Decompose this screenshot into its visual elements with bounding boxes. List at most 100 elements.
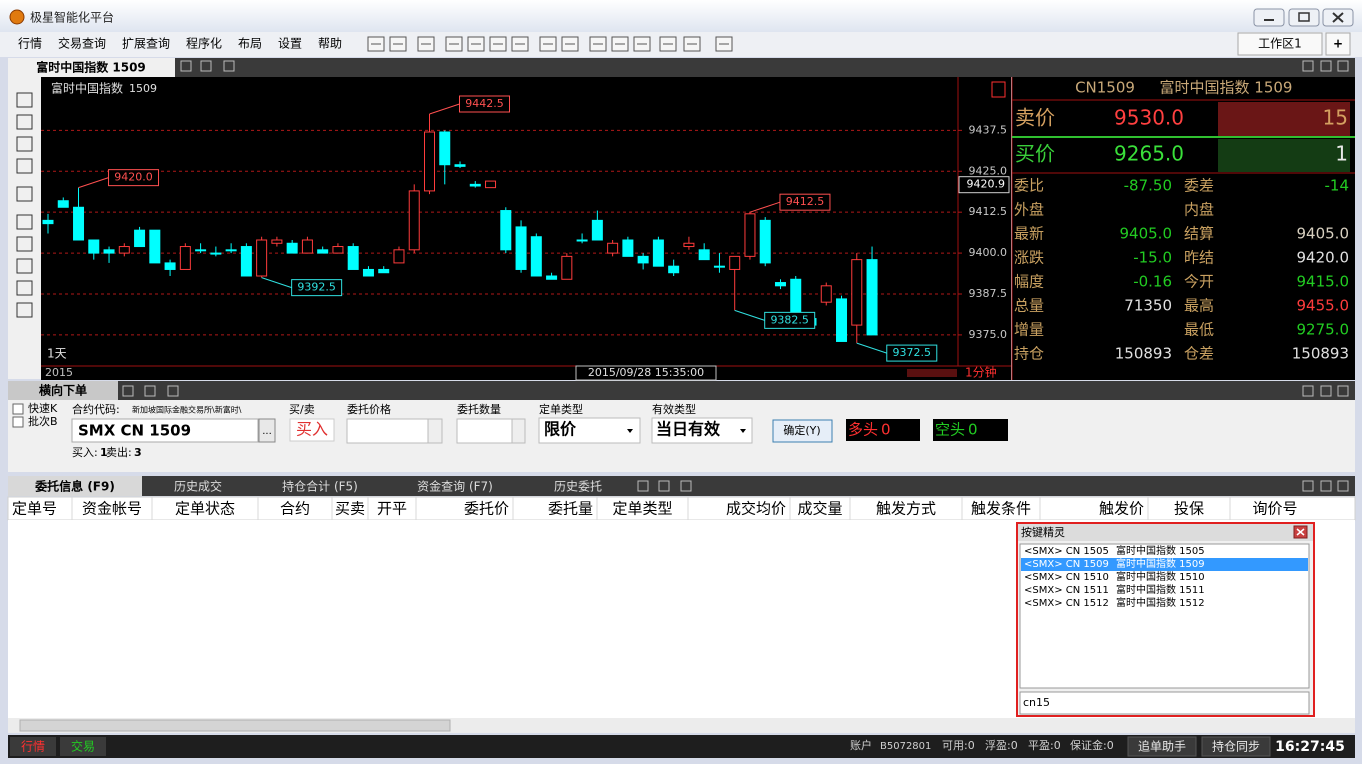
chart-tool[interactable] <box>16 92 33 108</box>
column-header[interactable]: 资金帐号 <box>82 500 142 518</box>
tab-icon[interactable] <box>167 385 179 397</box>
maximize-button[interactable] <box>1288 8 1320 27</box>
column-header[interactable]: 定单号 <box>12 500 57 518</box>
popup-item-code[interactable]: <SMX> CN 1511 <box>1024 585 1109 596</box>
menu-item[interactable]: 程序化 <box>186 36 222 51</box>
contract-input[interactable] <box>71 418 259 443</box>
info-tab[interactable]: 历史委托 <box>554 480 602 494</box>
chart-tool[interactable] <box>16 302 33 318</box>
popup-item-name[interactable]: 富时中国指数 1505 <box>1116 544 1205 557</box>
popup-item-code[interactable]: <SMX> CN 1509 <box>1024 559 1109 570</box>
status-tab-label[interactable]: 行情 <box>21 740 45 754</box>
popup-item-name[interactable]: 富时中国指数 1509 <box>1116 557 1205 570</box>
tab-icon[interactable] <box>180 60 192 72</box>
popup-item-code[interactable]: <SMX> CN 1512 <box>1024 598 1109 609</box>
column-header[interactable]: 委托量 <box>548 500 593 518</box>
chart-tab[interactable] <box>8 58 175 77</box>
status-button-label[interactable]: 追单助手 <box>1138 739 1186 754</box>
column-header[interactable]: 询价号 <box>1252 500 1297 518</box>
column-header[interactable]: 定单状态 <box>175 500 235 518</box>
checkbox[interactable] <box>12 403 24 415</box>
chart-tool[interactable] <box>16 114 33 130</box>
tab-icon[interactable] <box>1337 60 1349 72</box>
tab-icon[interactable] <box>637 480 649 492</box>
info-tab[interactable]: 资金查询 (F7) <box>417 479 493 494</box>
tab-icon[interactable] <box>1320 60 1332 72</box>
menu-item[interactable]: 交易查询 <box>58 36 106 51</box>
info-tab[interactable]: 历史成交 <box>174 479 222 494</box>
confirm-label[interactable]: 确定(Y) <box>783 423 820 437</box>
order-type-select[interactable] <box>538 417 641 444</box>
chart-tool[interactable] <box>16 214 33 230</box>
tab-icon[interactable] <box>1320 385 1332 397</box>
status-button-label[interactable]: 持仓同步 <box>1212 739 1260 754</box>
column-header[interactable]: 成交均价 <box>726 500 786 518</box>
popup-item-name[interactable]: 富时中国指数 1510 <box>1116 570 1205 583</box>
status-tab[interactable] <box>60 737 106 756</box>
browse-button[interactable] <box>258 418 276 443</box>
quote-name: 富时中国指数 1509 <box>1160 79 1293 97</box>
side-input[interactable] <box>289 418 335 442</box>
status-button[interactable] <box>1127 736 1197 757</box>
quote-field-label: 增量 <box>1014 321 1044 339</box>
tab-icon[interactable] <box>223 60 235 72</box>
column-header[interactable]: 定单类型 <box>612 500 672 518</box>
chart-tool[interactable] <box>16 280 33 296</box>
validity-select[interactable] <box>651 417 753 444</box>
menu-item[interactable]: 帮助 <box>318 37 342 51</box>
tab-icon[interactable] <box>1320 480 1332 492</box>
h-scroll-thumb[interactable] <box>19 719 451 732</box>
tab-icon[interactable] <box>1337 385 1349 397</box>
status-button[interactable] <box>1201 736 1271 757</box>
candle-body <box>866 259 878 336</box>
annotation-label: 9442.5 <box>465 97 504 110</box>
chart-tool[interactable] <box>16 158 33 174</box>
tab-icon[interactable] <box>1302 385 1314 397</box>
chart-tool[interactable] <box>16 186 33 202</box>
confirm-button[interactable] <box>772 419 833 443</box>
qty-input[interactable] <box>456 418 513 444</box>
price-spinner[interactable] <box>427 418 443 444</box>
column-header[interactable]: 委托价 <box>464 500 509 518</box>
tab-icon[interactable] <box>122 385 134 397</box>
column-header[interactable]: 买卖 <box>335 500 365 518</box>
popup-item-name[interactable]: 富时中国指数 1511 <box>1116 583 1205 596</box>
add-workspace[interactable] <box>1325 32 1351 56</box>
menu-item[interactable]: 布局 <box>238 37 262 51</box>
chart-tool[interactable] <box>16 258 33 274</box>
popup-item-name[interactable]: 富时中国指数 1512 <box>1116 596 1205 609</box>
tab-icon[interactable] <box>144 385 156 397</box>
price-input[interactable] <box>346 418 429 444</box>
qty-spinner[interactable] <box>511 418 526 444</box>
column-header[interactable]: 投保 <box>1174 500 1204 518</box>
menu-item[interactable]: 行情 <box>18 37 42 51</box>
column-header[interactable]: 开平 <box>377 500 407 518</box>
status-tab-label[interactable]: 交易 <box>71 739 95 754</box>
menu-item[interactable]: 扩展查询 <box>122 37 170 51</box>
tab-icon[interactable] <box>1337 480 1349 492</box>
chart-tool[interactable] <box>16 236 33 252</box>
tab-icon[interactable] <box>1302 60 1314 72</box>
popup-item-code[interactable]: <SMX> CN 1505 <box>1024 546 1109 557</box>
tab-icon[interactable] <box>1302 480 1314 492</box>
tab-icon[interactable] <box>658 480 670 492</box>
info-tab[interactable]: 委托信息 (F9) <box>34 479 115 494</box>
column-header[interactable]: 合约 <box>280 500 310 518</box>
minimize-button[interactable] <box>1253 8 1285 27</box>
popup-item-code[interactable]: <SMX> CN 1510 <box>1024 572 1109 583</box>
chart-tool[interactable] <box>16 136 33 152</box>
column-header[interactable]: 触发方式 <box>876 500 936 518</box>
order-tab[interactable] <box>8 381 118 400</box>
tab-icon[interactable] <box>200 60 212 72</box>
column-header[interactable]: 成交量 <box>797 500 842 518</box>
column-header[interactable]: 触发条件 <box>971 500 1031 518</box>
info-tab[interactable]: 持仓合计 (F5) <box>282 479 358 494</box>
menu-item[interactable]: 设置 <box>278 37 302 51</box>
popup-input[interactable] <box>1019 691 1310 715</box>
tab-icon[interactable] <box>680 480 692 492</box>
column-header[interactable]: 触发价 <box>1099 500 1144 518</box>
checkbox[interactable] <box>12 416 24 428</box>
workspace-tab[interactable] <box>1237 32 1323 56</box>
info-tab-active[interactable] <box>8 476 142 496</box>
status-tab[interactable] <box>10 737 56 756</box>
